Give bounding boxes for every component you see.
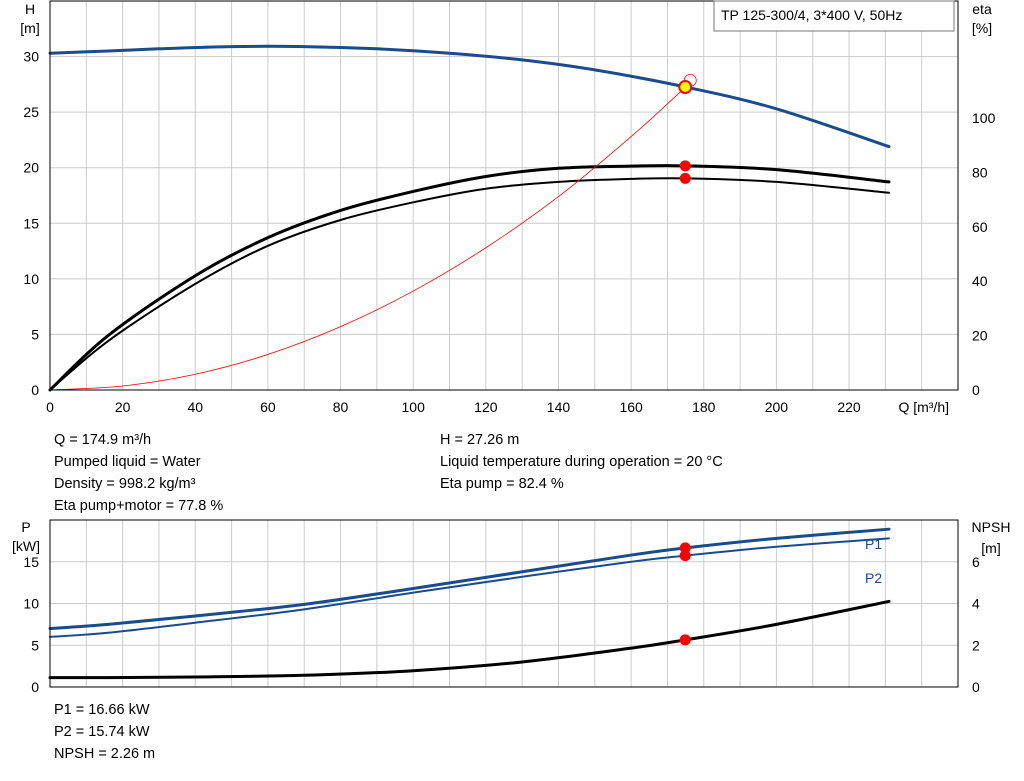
duty-point-marker bbox=[678, 80, 693, 95]
p2-marker bbox=[679, 550, 691, 562]
x-tick-label: 160 bbox=[619, 399, 643, 415]
top-grid bbox=[49, 0, 959, 391]
npsh-tick-label: 2 bbox=[972, 637, 980, 653]
tick-labels: 0 20 40 60 80 100 120 140 160 180 200 2200510152025… bbox=[23, 49, 995, 695]
y-left-tick-label: 25 bbox=[23, 104, 39, 120]
p-axis-unit: [kW] bbox=[12, 538, 40, 554]
x-tick-label: 220 bbox=[837, 399, 861, 415]
system-curve bbox=[49, 86, 686, 391]
bottom-plot-frame bbox=[49, 519, 959, 688]
axis-labels: H [m] eta [%] Q [m³/h] P [kW] NPSH [m] P1 P2 bbox=[12, 1, 1010, 586]
x-tick-label: 120 bbox=[474, 399, 498, 415]
y-right-tick-label: 60 bbox=[972, 219, 988, 235]
eta-pump-motor-value: Eta pump+motor = 77.8 % bbox=[54, 498, 224, 514]
y-right-unit: [%] bbox=[972, 20, 992, 36]
x-axis-label: Q [m³/h] bbox=[898, 399, 949, 415]
bottom-grid bbox=[49, 519, 959, 688]
y-left-tick-label: 20 bbox=[23, 160, 39, 176]
y-right-tick-label: 80 bbox=[972, 164, 988, 180]
y-left-tick-label: 30 bbox=[23, 49, 39, 65]
npsh-value: NPSH = 2.26 m bbox=[54, 746, 156, 762]
pumped-liquid: Pumped liquid = Water bbox=[54, 454, 201, 470]
p2-curve bbox=[49, 537, 890, 638]
eta-pump-curve bbox=[48, 164, 891, 392]
liquid-temperature: Liquid temperature during operation = 20… bbox=[440, 454, 723, 470]
x-tick-label: 100 bbox=[402, 399, 426, 415]
p-axis-label: P bbox=[21, 519, 30, 535]
flow-value: Q = 174.9 m³/h bbox=[54, 432, 152, 448]
x-tick-label: 200 bbox=[765, 399, 789, 415]
npsh-tick-label: 0 bbox=[972, 679, 980, 695]
p1-value: P1 = 16.66 kW bbox=[54, 702, 150, 718]
y-left-unit: [m] bbox=[20, 20, 39, 36]
p-tick-label: 0 bbox=[31, 679, 39, 695]
x-tick-label: 180 bbox=[692, 399, 716, 415]
eta-pump-motor-marker bbox=[679, 172, 691, 184]
npsh-tick-label: 4 bbox=[972, 596, 980, 612]
curves bbox=[48, 44, 891, 680]
eta-pump-marker bbox=[679, 160, 691, 172]
npsh-axis-label: NPSH bbox=[972, 519, 1011, 535]
p1-series-label: P1 bbox=[865, 536, 882, 552]
plot-frames bbox=[49, 0, 959, 688]
x-tick-label: 40 bbox=[187, 399, 203, 415]
y-left-tick-label: 10 bbox=[23, 271, 39, 287]
npsh-tick-label: 6 bbox=[972, 554, 980, 570]
p-tick-label: 10 bbox=[23, 596, 39, 612]
npsh-curve bbox=[48, 599, 891, 680]
y-left-tick-label: 15 bbox=[23, 215, 39, 231]
head-value: H = 27.26 m bbox=[440, 432, 520, 448]
p-tick-label: 5 bbox=[31, 637, 39, 653]
x-tick-label: 140 bbox=[547, 399, 571, 415]
top-plot-frame bbox=[49, 0, 959, 391]
npsh-marker bbox=[679, 634, 691, 646]
y-right-tick-label: 100 bbox=[972, 110, 996, 126]
operating-markers bbox=[678, 73, 697, 646]
info-right-top: H = 27.26 m Liquid temperature during op… bbox=[440, 429, 723, 495]
y-left-tick-label: 0 bbox=[31, 382, 39, 398]
density-value: Density = 998.2 kg/m³ bbox=[54, 476, 196, 492]
p1-curve bbox=[48, 527, 891, 631]
head-curve bbox=[48, 44, 891, 149]
y-right-tick-label: 0 bbox=[972, 382, 980, 398]
chart-title: TP 125-300/4, 3*400 V, 50Hz bbox=[721, 7, 902, 23]
y-right-tick-label: 20 bbox=[972, 328, 988, 344]
x-tick-label: 0 bbox=[46, 399, 54, 415]
y-left-label: H bbox=[25, 1, 35, 17]
npsh-axis-unit: [m] bbox=[981, 540, 1000, 556]
x-tick-label: 60 bbox=[260, 399, 276, 415]
info-bottom: P1 = 16.66 kW P2 = 15.74 kW NPSH = 2.26 … bbox=[54, 699, 155, 765]
p2-series-label: P2 bbox=[865, 570, 882, 586]
x-tick-label: 20 bbox=[115, 399, 131, 415]
eta-pump-motor-curve bbox=[49, 177, 890, 391]
y-right-label: eta bbox=[972, 1, 992, 17]
y-right-tick-label: 40 bbox=[972, 273, 988, 289]
eta-pump-value: Eta pump = 82.4 % bbox=[440, 476, 564, 492]
p1-marker bbox=[679, 542, 691, 554]
y-left-tick-label: 5 bbox=[31, 326, 39, 342]
x-tick-label: 80 bbox=[333, 399, 349, 415]
title-box bbox=[713, 0, 955, 32]
p-tick-label: 15 bbox=[23, 554, 39, 570]
p2-value: P2 = 15.74 kW bbox=[54, 724, 150, 740]
info-left-top: Q = 174.9 m³/h Pumped liquid = Water Den… bbox=[54, 429, 223, 517]
